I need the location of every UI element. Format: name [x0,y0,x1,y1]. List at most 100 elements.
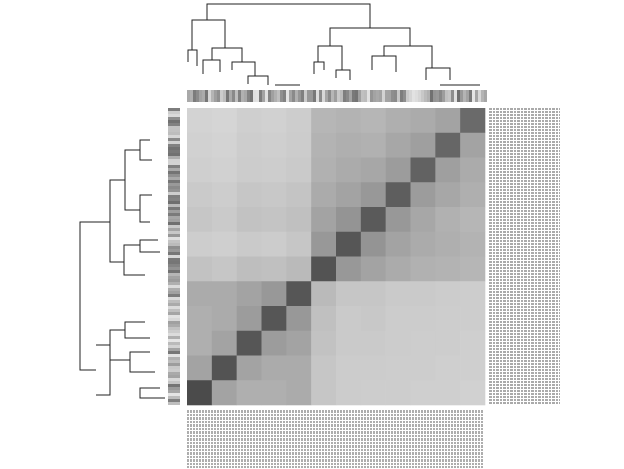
cell [360,306,386,332]
column-annotation-stripe [208,90,211,102]
cell [187,380,213,406]
cell [336,306,362,332]
column-annotation-stripe [256,90,259,102]
row-annotation-stripe [168,270,180,273]
cell [336,330,362,356]
cell [286,256,312,282]
cell [211,157,237,183]
row-annotation-stripe [168,279,180,282]
cell [336,157,362,183]
cell [311,207,337,233]
cell [187,306,213,332]
column-annotation-stripe [244,90,247,102]
cell [460,157,486,183]
cell [385,132,411,158]
row-annotation-stripe [168,138,180,141]
row-annotation-stripe [168,228,180,231]
row-annotation-stripe [168,345,180,348]
row-annotation-stripe [168,111,180,114]
row-annotation-stripe [168,213,180,216]
column-annotation-stripe [475,90,478,102]
column-annotation-stripe [352,90,355,102]
cell [435,256,461,282]
cell [211,256,237,282]
cell [460,108,486,134]
cell [460,256,486,282]
cell [261,380,287,406]
cell [435,108,461,134]
cell [336,355,362,381]
cell [336,207,362,233]
column-annotation-stripe [340,90,343,102]
cell [435,281,461,307]
cell [360,281,386,307]
row-annotation-stripe [168,339,180,342]
column-annotation-stripe [190,90,193,102]
column-annotation-stripe [430,90,433,102]
column-annotation-stripe [229,90,232,102]
row-annotation-stripe [168,159,180,162]
row-annotation-stripe [168,306,180,309]
column-annotation-stripe [238,90,241,102]
row-annotation-stripe [168,357,180,360]
row-annotation-stripe [168,297,180,300]
row-annotation-stripe [168,120,180,123]
row-annotation-stripe [168,216,180,219]
row-annotation-stripe [168,294,180,297]
row-annotation-stripe [168,210,180,213]
cell [460,182,486,208]
cell [311,306,337,332]
column-annotation-stripe [409,90,412,102]
column-annotation-stripe [265,90,268,102]
cell [410,108,436,134]
column-annotation-stripe [334,90,337,102]
column-annotation-stripe [301,90,304,102]
column-annotation-stripe [331,90,334,102]
column-annotation-stripe [370,90,373,102]
column-annotation-stripe [349,90,352,102]
column-annotation-stripe [262,90,265,102]
cell [236,380,262,406]
column-annotation-stripe [439,90,442,102]
cell [236,330,262,356]
column-annotation-stripe [436,90,439,102]
row-annotation-stripe [168,321,180,324]
column-annotation-stripe [319,90,322,102]
column-annotation-stripe [247,90,250,102]
cell [360,330,386,356]
column-annotation-stripe [199,90,202,102]
column-annotation-stripe [277,90,280,102]
column-annotation-stripe [316,90,319,102]
row-annotation-stripe [168,153,180,156]
column-annotation-stripe [328,90,331,102]
column-annotation-stripe [484,90,487,102]
column-annotation-stripe [406,90,409,102]
cell [211,330,237,356]
column-annotation-stripe [424,90,427,102]
cell [435,306,461,332]
row-annotation-stripe [168,372,180,375]
row-annotation-stripe [168,231,180,234]
column-annotation-stripe [478,90,481,102]
cell [410,256,436,282]
cell [360,355,386,381]
cell [360,157,386,183]
column-annotation-stripe [427,90,430,102]
column-annotation-stripe [448,90,451,102]
column-annotation-stripe [373,90,376,102]
cell [336,380,362,406]
row-annotation-stripe [168,207,180,210]
column-annotation-stripe [346,90,349,102]
cell [236,207,262,233]
cell [187,256,213,282]
column-annotation-stripe [259,90,262,102]
row-annotation-stripe [168,174,180,177]
column-annotation-stripe [445,90,448,102]
row-annotation-stripe [168,264,180,267]
cell [385,108,411,134]
row-annotation-stripe [168,369,180,372]
row-annotation-stripe [168,261,180,264]
row-annotation-stripe [168,183,180,186]
cell [261,306,287,332]
row-annotation-stripe [168,333,180,336]
